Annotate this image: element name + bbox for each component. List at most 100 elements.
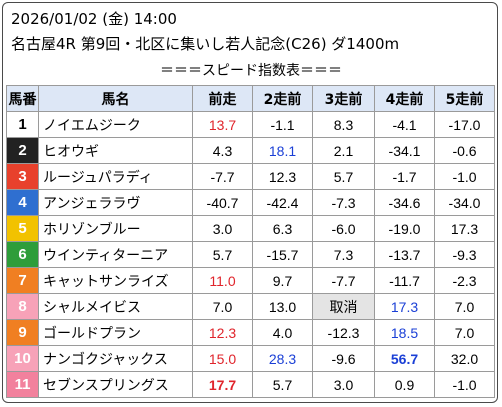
speed-index-value: -34.0 — [434, 189, 495, 216]
table-row: 1 ノイエムジーク 13.7 -1.1 8.3 -4.1 -17.0 — [6, 111, 495, 138]
horse-name: ナンゴクジャックス — [38, 345, 193, 372]
speed-index-value: -40.7 — [192, 189, 253, 216]
speed-index-value: 32.0 — [434, 345, 495, 372]
speed-index-value: 3.0 — [192, 215, 253, 242]
speed-index-value: -12.3 — [312, 319, 375, 346]
col-header-2-races-ago: 2走前 — [252, 85, 313, 112]
speed-index-value: -17.0 — [434, 111, 495, 138]
speed-index-value: 13.0 — [252, 293, 313, 320]
table-row: 10 ナンゴクジャックス 15.0 28.3 -9.6 56.7 32.0 — [6, 345, 495, 372]
horse-number-badge: 4 — [6, 189, 39, 216]
speed-index-value: -15.7 — [252, 241, 313, 268]
speed-index-value: -1.7 — [374, 163, 435, 190]
speed-index-value: -0.6 — [434, 137, 495, 164]
speed-index-table: 馬番 馬名 前走 2走前 3走前 4走前 5走前 1 ノイエムジーク 13.7 -1.… — [6, 85, 495, 398]
speed-index-value: 8.3 — [312, 111, 375, 138]
speed-index-value: -34.6 — [374, 189, 435, 216]
speed-index-value: 4.0 — [252, 319, 313, 346]
horse-number-badge: 10 — [6, 345, 39, 372]
table-row: 7 キャットサンライズ 11.0 9.7 -7.7 -11.7 -2.3 — [6, 267, 495, 294]
speed-index-value: -7.7 — [312, 267, 375, 294]
horse-name: セブンスプリングス — [38, 371, 193, 398]
horse-name: シャルメイビス — [38, 293, 193, 320]
speed-index-value: -11.7 — [374, 267, 435, 294]
horse-name: ゴールドプラン — [38, 319, 193, 346]
speed-index-value: -19.0 — [374, 215, 435, 242]
speed-index-value: 5.7 — [312, 163, 375, 190]
speed-index-value: 2.1 — [312, 137, 375, 164]
horse-name: ウインティターニア — [38, 241, 193, 268]
speed-index-value: 7.0 — [434, 293, 495, 320]
speed-index-value: -1.1 — [252, 111, 313, 138]
speed-index-value: 13.7 — [192, 111, 253, 138]
speed-index-value: 7.0 — [192, 293, 253, 320]
col-header-4-races-ago: 4走前 — [374, 85, 435, 112]
speed-index-value: -7.3 — [312, 189, 375, 216]
horse-number-badge: 9 — [6, 319, 39, 346]
speed-index-value: 18.5 — [374, 319, 435, 346]
table-row: 5 ホリゾンブルー 3.0 6.3 -6.0 -19.0 17.3 — [6, 215, 495, 242]
horse-number-badge: 5 — [6, 215, 39, 242]
speed-index-value: -34.1 — [374, 137, 435, 164]
speed-index-value: -4.1 — [374, 111, 435, 138]
speed-index-value: 5.7 — [252, 371, 313, 398]
table-row: 4 アンジェララヴ -40.7 -42.4 -7.3 -34.6 -34.0 — [6, 189, 495, 216]
speed-index-value: 0.9 — [374, 371, 435, 398]
speed-index-value: -6.0 — [312, 215, 375, 242]
speed-index-value: 17.3 — [374, 293, 435, 320]
speed-index-value: -1.0 — [434, 163, 495, 190]
col-header-last-race: 前走 — [192, 85, 253, 112]
speed-index-value: 7.0 — [434, 319, 495, 346]
col-header-horse-number: 馬番 — [6, 85, 39, 112]
horse-number-badge: 3 — [6, 163, 39, 190]
speed-index-value: -42.4 — [252, 189, 313, 216]
table-row: 3 ルージュパラディ -7.7 12.3 5.7 -1.7 -1.0 — [6, 163, 495, 190]
speed-index-value: -7.7 — [192, 163, 253, 190]
horse-name: ホリゾンブルー — [38, 215, 193, 242]
speed-index-value: -1.0 — [434, 371, 495, 398]
horse-number-badge: 8 — [6, 293, 39, 320]
speed-index-value: 9.7 — [252, 267, 313, 294]
col-header-horse-name: 馬名 — [38, 85, 193, 112]
horse-number-badge: 7 — [6, 267, 39, 294]
speed-index-value: 6.3 — [252, 215, 313, 242]
horse-name: キャットサンライズ — [38, 267, 193, 294]
speed-index-card: 2026/01/02 (金) 14:00 名古屋4R 第9回・北区に集いし若人記… — [2, 2, 498, 403]
header-row: 馬番 馬名 前走 2走前 3走前 4走前 5走前 — [6, 85, 495, 112]
speed-index-value: 15.0 — [192, 345, 253, 372]
speed-index-value: 4.3 — [192, 137, 253, 164]
horse-name: ヒオウギ — [38, 137, 193, 164]
speed-index-value: 7.3 — [312, 241, 375, 268]
speed-index-value: 17.7 — [192, 371, 253, 398]
speed-index-value: -13.7 — [374, 241, 435, 268]
speed-index-value: 3.0 — [312, 371, 375, 398]
horse-number-badge: 6 — [6, 241, 39, 268]
speed-index-value: 5.7 — [192, 241, 253, 268]
table-row: 9 ゴールドプラン 12.3 4.0 -12.3 18.5 7.0 — [6, 319, 495, 346]
col-header-3-races-ago: 3走前 — [312, 85, 375, 112]
col-header-5-races-ago: 5走前 — [434, 85, 495, 112]
speed-index-value: 取消 — [312, 293, 375, 320]
table-row: 11 セブンスプリングス 17.7 5.7 3.0 0.9 -1.0 — [6, 371, 495, 398]
table-row: 6 ウインティターニア 5.7 -15.7 7.3 -13.7 -9.3 — [6, 241, 495, 268]
race-datetime: 2026/01/02 (金) 14:00 — [11, 10, 177, 28]
race-title: 名古屋4R 第9回・北区に集いし若人記念(C26) ダ1400m — [11, 35, 400, 53]
speed-index-value: 12.3 — [192, 319, 253, 346]
horse-name: ルージュパラディ — [38, 163, 193, 190]
speed-index-value: 17.3 — [434, 215, 495, 242]
speed-index-value: 12.3 — [252, 163, 313, 190]
horse-name: アンジェララヴ — [38, 189, 193, 216]
table-row: 8 シャルメイビス 7.0 13.0 取消 17.3 7.0 — [6, 293, 495, 320]
speed-index-value: -9.3 — [434, 241, 495, 268]
speed-index-value: -2.3 — [434, 267, 495, 294]
speed-index-value: 56.7 — [374, 345, 435, 372]
speed-index-value: 28.3 — [252, 345, 313, 372]
horse-number-badge: 2 — [6, 137, 39, 164]
table-title: ＝＝＝スピード指数表＝＝＝ — [160, 63, 342, 79]
horse-number-badge: 11 — [6, 371, 39, 398]
speed-index-value: 11.0 — [192, 267, 253, 294]
horse-number-badge: 1 — [6, 111, 39, 138]
speed-index-value: -9.6 — [312, 345, 375, 372]
table-row: 2 ヒオウギ 4.3 18.1 2.1 -34.1 -0.6 — [6, 137, 495, 164]
horse-name: ノイエムジーク — [38, 111, 193, 138]
